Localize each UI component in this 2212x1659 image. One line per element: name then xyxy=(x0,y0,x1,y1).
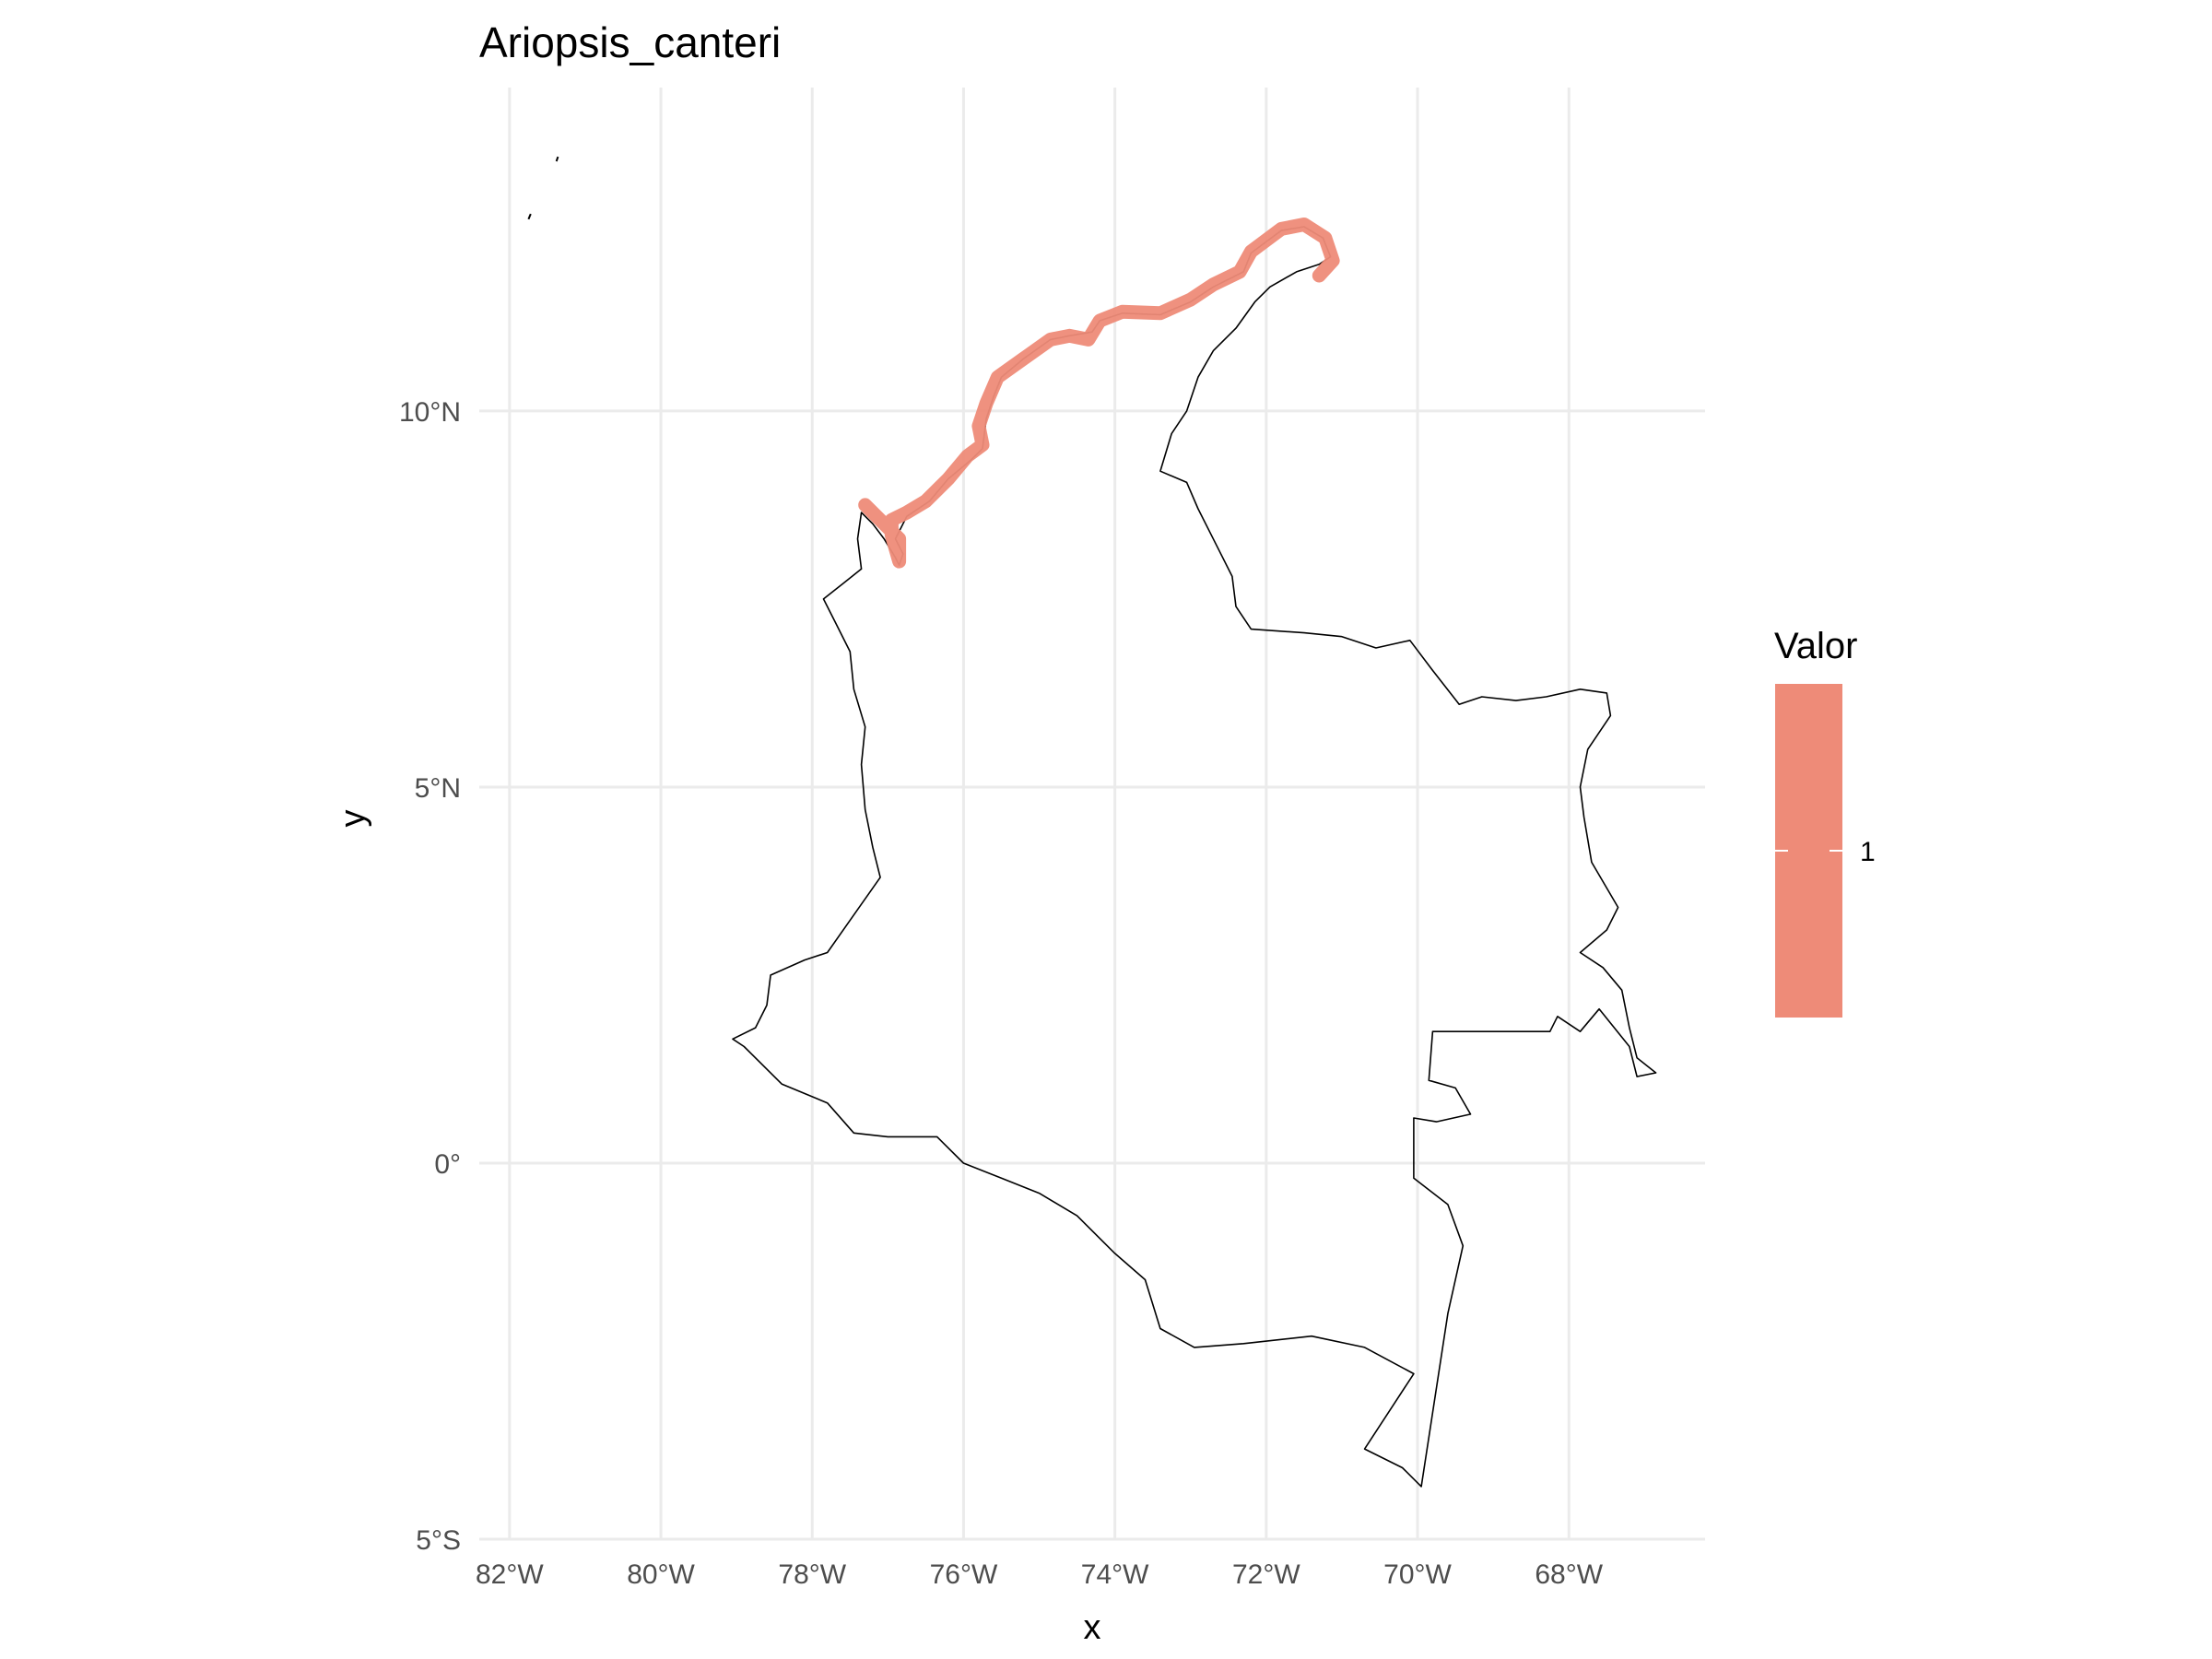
x-tick-label: 78°W xyxy=(778,1559,846,1590)
x-tick-label: 76°W xyxy=(930,1559,998,1590)
y-tick-label: 0° xyxy=(434,1149,461,1180)
legend-label: 1 xyxy=(1860,837,1876,867)
country-outline xyxy=(732,226,1657,1488)
y-tick-label: 10°N xyxy=(399,397,461,428)
y-tick-label: 5°S xyxy=(416,1525,461,1556)
x-tick-label: 74°W xyxy=(1081,1559,1149,1590)
map-layer xyxy=(527,156,1657,1488)
x-axis-title: x xyxy=(1084,1608,1101,1647)
islands xyxy=(527,156,559,220)
y-axis-title: y xyxy=(334,810,372,828)
x-tick-label: 68°W xyxy=(1535,1559,1603,1590)
species-range-line xyxy=(858,218,1340,569)
y-tick-label: 5°N xyxy=(415,773,461,804)
x-tick-label: 70°W xyxy=(1383,1559,1452,1590)
island-outline xyxy=(527,213,532,220)
legend-title: Valor xyxy=(1774,626,1857,666)
y-axis-ticks: 10°N 5°N 0° 5°S xyxy=(399,397,461,1556)
island-outline xyxy=(555,156,559,162)
chart-title: Ariopsis_canteri xyxy=(479,18,781,66)
legend: Valor 1 xyxy=(1774,626,1876,1018)
x-tick-label: 82°W xyxy=(476,1559,544,1590)
x-tick-label: 72°W xyxy=(1232,1559,1300,1590)
x-axis-ticks: 82°W 80°W 78°W 76°W 74°W 72°W 70°W 68°W xyxy=(476,1559,1604,1590)
x-tick-label: 80°W xyxy=(627,1559,695,1590)
gridlines xyxy=(479,88,1705,1541)
